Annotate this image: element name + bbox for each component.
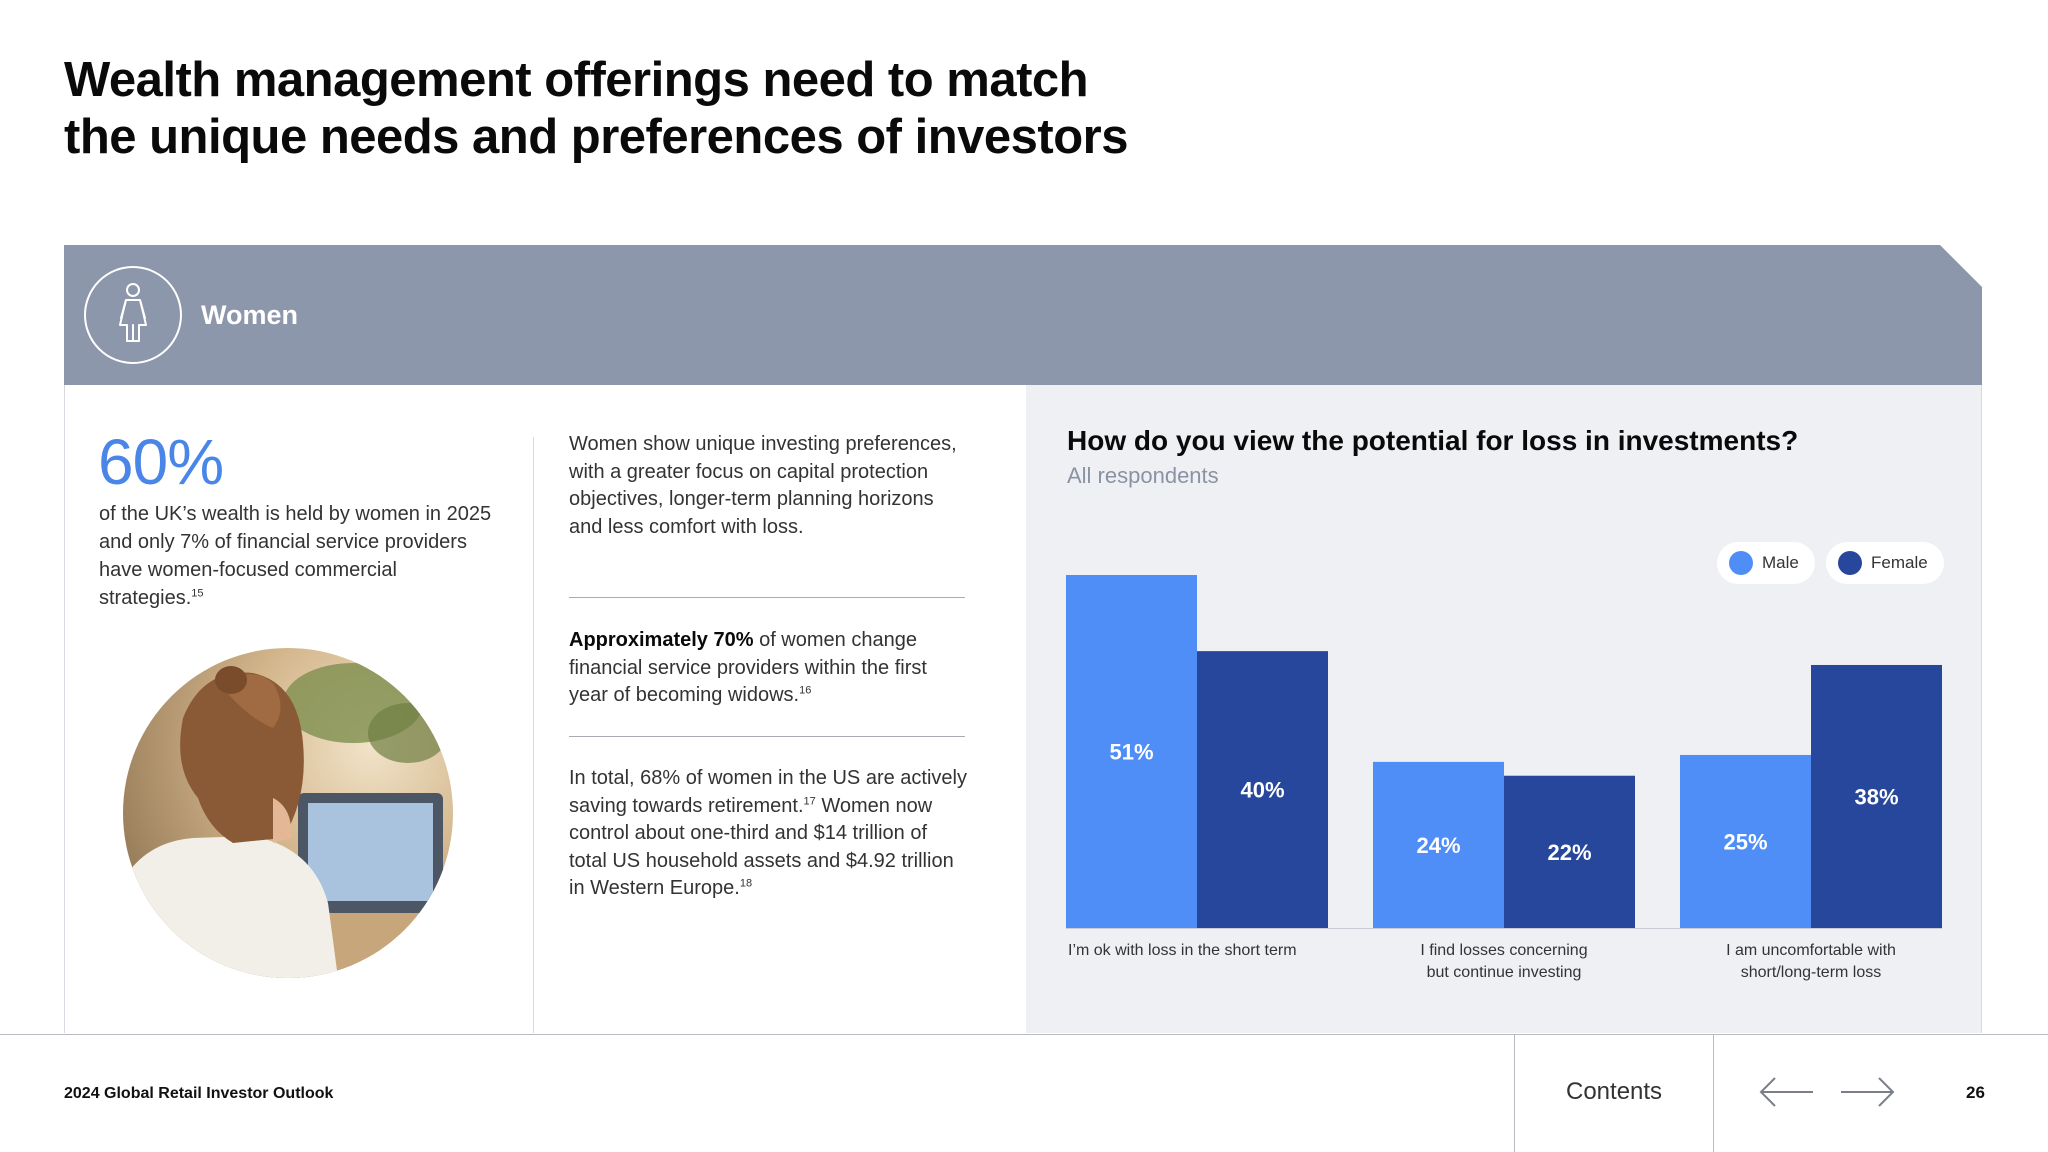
insight-paragraph-3: In total, 68% of women in the US are act… bbox=[569, 765, 969, 903]
insight-paragraph-2-text: of women change financial service provid… bbox=[569, 629, 927, 706]
chart-subtitle: All respondents bbox=[1067, 463, 1219, 488]
category-label: I am uncomfortable with bbox=[1726, 942, 1896, 959]
banner-label: Women bbox=[201, 300, 299, 330]
next-page-arrow-icon[interactable] bbox=[1837, 1072, 1897, 1112]
data-label: 38% bbox=[1854, 784, 1898, 809]
divider bbox=[569, 597, 965, 598]
bar-chart: 51% 24% 25% 40% 22% 38% I’m ok with loss in th… bbox=[1066, 575, 1942, 981]
bar-male-1 bbox=[1066, 575, 1197, 928]
category-label: short/long-term loss bbox=[1741, 964, 1882, 981]
stat-value: 60% bbox=[98, 426, 224, 498]
chart-title: How do you view the potential for loss i… bbox=[1067, 425, 1799, 456]
footer-divider bbox=[0, 1034, 2048, 1035]
data-label: 24% bbox=[1416, 833, 1460, 858]
data-label: 22% bbox=[1547, 840, 1591, 865]
page-title-line-2: the unique needs and preferences of inve… bbox=[64, 110, 1128, 164]
legend-item-male: Male bbox=[1717, 542, 1815, 584]
stat-description: of the UK’s wealth is held by women in 2… bbox=[99, 500, 499, 612]
stat-description-text: of the UK’s wealth is held by women in 2… bbox=[99, 503, 492, 609]
insight-highlight: Approximately 70% bbox=[569, 629, 754, 651]
woman-icon bbox=[84, 266, 182, 364]
bar-male-3 bbox=[1680, 754, 1811, 928]
page-title-line-1: Wealth management offerings need to matc… bbox=[64, 53, 1089, 107]
footnote-marker: 16 bbox=[799, 684, 812, 697]
woman-at-laptop-photo bbox=[123, 648, 453, 978]
legend-label-female: Female bbox=[1871, 553, 1928, 572]
category-label: I find losses concerning bbox=[1420, 942, 1587, 959]
legend-swatch-male bbox=[1729, 551, 1753, 575]
legend-label-male: Male bbox=[1762, 553, 1799, 572]
section-banner bbox=[64, 245, 1982, 385]
footer-divider-vertical bbox=[1514, 1034, 1515, 1152]
divider bbox=[569, 736, 965, 737]
insight-paragraph-3b: Women now control about one-third and $1… bbox=[569, 794, 954, 900]
column-divider bbox=[533, 437, 534, 1033]
bar-male-2 bbox=[1373, 761, 1504, 928]
legend-item-female: Female bbox=[1826, 542, 1944, 584]
insight-paragraph-1: Women show unique investing preferences,… bbox=[569, 433, 957, 538]
insight-paragraph-3a: In total, 68% of women in the US are act… bbox=[569, 767, 967, 817]
page-title: Wealth management offerings need to matc… bbox=[64, 52, 1264, 166]
category-label: I’m ok with loss in the short term bbox=[1068, 942, 1297, 959]
data-label: 25% bbox=[1723, 829, 1767, 854]
insight-paragraph-2: Approximately 70% of women change financ… bbox=[569, 627, 969, 710]
footnote-marker: 17 bbox=[803, 794, 816, 807]
previous-page-arrow-icon[interactable] bbox=[1757, 1072, 1817, 1112]
contents-link[interactable]: Contents bbox=[1566, 1078, 1663, 1105]
data-label: 40% bbox=[1240, 778, 1284, 803]
bar-female-1 bbox=[1197, 651, 1328, 928]
bar-female-3 bbox=[1811, 664, 1942, 928]
page-number: 26 bbox=[1966, 1083, 1985, 1102]
footnote-marker: 15 bbox=[191, 587, 204, 600]
category-label: but continue investing bbox=[1427, 964, 1582, 981]
report-title: 2024 Global Retail Investor Outlook bbox=[64, 1085, 334, 1102]
footnote-marker: 18 bbox=[739, 877, 753, 890]
data-label: 51% bbox=[1109, 740, 1153, 765]
legend-swatch-female bbox=[1838, 551, 1862, 575]
bar-female-2 bbox=[1504, 775, 1635, 928]
footer-divider-vertical bbox=[1713, 1034, 1714, 1152]
